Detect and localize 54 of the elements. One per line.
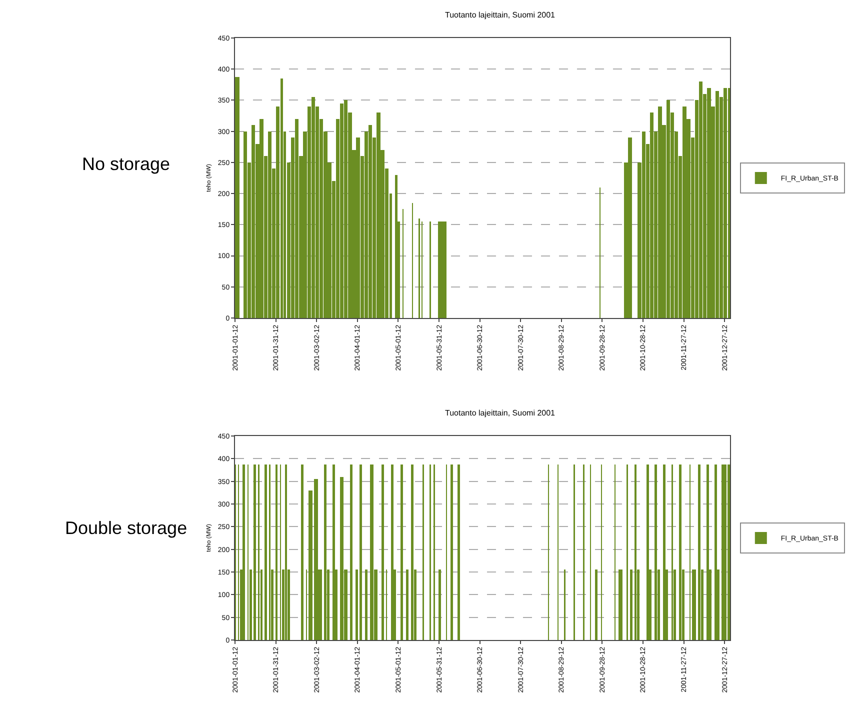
bar — [707, 88, 711, 318]
bar — [390, 464, 394, 640]
bar — [438, 570, 441, 640]
bar — [311, 97, 316, 318]
bar — [376, 112, 380, 318]
bar — [242, 464, 246, 640]
bar — [360, 464, 362, 640]
bar — [457, 464, 460, 640]
bar — [406, 570, 408, 640]
bar — [658, 106, 662, 318]
bar — [381, 464, 384, 640]
bar — [340, 103, 344, 318]
bar — [411, 464, 414, 640]
bar — [350, 464, 352, 640]
bar — [264, 464, 267, 640]
chart-title: Tuotanto lajeittain, Suomi 2001 — [445, 408, 556, 418]
bar — [642, 131, 646, 318]
bar — [618, 570, 622, 640]
bar — [365, 570, 368, 640]
bar — [646, 464, 649, 640]
bar — [628, 138, 632, 318]
bar — [679, 464, 682, 640]
bar — [368, 125, 372, 318]
bar — [344, 100, 348, 318]
bar — [650, 112, 654, 318]
bar — [324, 464, 327, 640]
text: Double storage — [65, 518, 188, 538]
bar — [370, 464, 374, 640]
bar — [715, 90, 719, 318]
bar — [662, 464, 666, 640]
bar — [268, 131, 272, 318]
bar — [630, 570, 633, 640]
bar — [340, 476, 344, 640]
bar — [332, 464, 335, 640]
bar — [682, 106, 686, 318]
bar — [706, 464, 709, 640]
bar — [356, 138, 360, 318]
bar — [654, 464, 658, 640]
bar — [594, 570, 598, 640]
bar — [450, 464, 454, 640]
bar — [698, 82, 703, 318]
bar — [295, 118, 299, 318]
bar — [400, 464, 403, 640]
bar — [260, 118, 264, 318]
bar — [252, 125, 256, 318]
bar — [253, 464, 256, 640]
chart-title: Tuotanto lajeittain, Suomi 2001 — [445, 10, 556, 20]
bar — [666, 100, 670, 318]
text: No storage — [82, 154, 170, 174]
bar — [243, 131, 248, 318]
bar — [301, 464, 304, 640]
bar — [394, 174, 398, 318]
bar — [698, 464, 701, 640]
bar — [714, 464, 717, 640]
